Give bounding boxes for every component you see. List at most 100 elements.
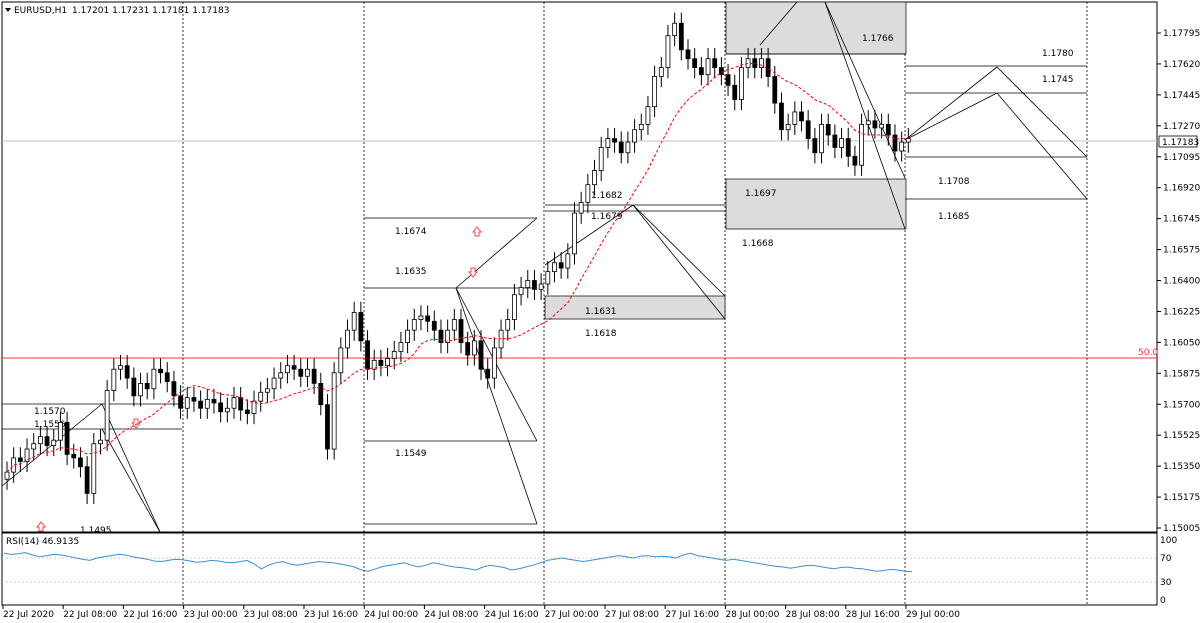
candle-body <box>538 283 544 290</box>
candle-body <box>51 439 57 446</box>
candle-body <box>184 397 190 409</box>
trend-line <box>632 204 726 297</box>
candle-body <box>879 123 885 129</box>
candle-body <box>438 329 444 343</box>
x-tick-label: 22 Jul 08:00 <box>63 610 117 620</box>
candle-body <box>91 443 97 494</box>
rsi-tick-label: 30 <box>1160 578 1172 588</box>
candle-body <box>451 319 457 331</box>
chart-header-ohlc: 1.17201 1.17231 1.17181 1.17183 <box>72 6 229 16</box>
candle-body <box>658 67 664 77</box>
price-axis: 1.17795 1.17620 1.17445 1.17270 1.17095 1.169… <box>1157 29 1200 534</box>
x-tick-label: 28 Jul 08:00 <box>786 610 840 620</box>
y-tick-label: 1.16920 <box>1163 184 1200 194</box>
candle-body <box>792 111 798 125</box>
candle-body <box>58 422 63 441</box>
candle-body <box>211 398 217 404</box>
x-tick-label: 24 Jul 00:00 <box>364 610 418 620</box>
collapse-triangle-icon[interactable] <box>5 8 11 12</box>
moving-average-line <box>6 63 909 473</box>
candle-body <box>532 280 537 290</box>
candle-body <box>218 402 224 413</box>
candle-body <box>825 123 831 136</box>
candle-body <box>198 400 204 409</box>
rsi-line <box>3 552 913 573</box>
candle-body <box>358 312 364 342</box>
candle-body <box>799 111 804 122</box>
trend-line <box>904 92 998 141</box>
arrow-down-icon <box>467 267 479 278</box>
candle-body <box>859 123 864 166</box>
zone-label: 1.1631 <box>585 307 617 317</box>
candle-body <box>732 84 738 100</box>
y-tick-label: 1.15350 <box>1163 462 1200 472</box>
candle-body <box>365 340 370 370</box>
candle-body <box>652 76 658 108</box>
candle-body <box>558 262 564 269</box>
rsi-tick-label: 100 <box>1160 536 1177 546</box>
candle-body <box>124 365 130 379</box>
y-tick-label: 1.17445 <box>1163 91 1200 101</box>
rsi-title: RSI(14) 46.9135 <box>6 537 79 547</box>
candle-body <box>625 141 631 154</box>
candle-body <box>832 134 838 148</box>
level-label: 1.1679 <box>591 212 623 222</box>
y-tick-label: 1.15700 <box>1163 400 1200 410</box>
current-price-value: 1.17183 <box>1162 138 1199 148</box>
candle-body <box>632 129 637 143</box>
price-zones: 1.1766 1.1697 1.1668 1.1631 1.1618 <box>544 1 907 339</box>
main-plot-frame <box>1 1 1158 533</box>
candle-body <box>224 407 230 413</box>
candle-body <box>144 383 150 390</box>
candle-body <box>852 155 858 166</box>
candle-body <box>311 368 317 384</box>
candle-body <box>692 58 698 68</box>
candle-body <box>899 141 905 152</box>
level-label: 1.1780 <box>1042 49 1074 59</box>
candle-body <box>578 202 584 214</box>
chart-header-symbol: EURUSD,H1 <box>14 6 67 16</box>
y-tick-label: 1.16745 <box>1163 215 1200 225</box>
candle-body <box>264 388 270 393</box>
candle-body <box>845 138 851 157</box>
candle-body <box>525 280 531 288</box>
candle-body <box>338 347 344 374</box>
candle-body <box>158 368 163 374</box>
x-tick-label: 24 Jul 16:00 <box>485 610 539 620</box>
candle-body <box>605 138 611 148</box>
candle-body <box>725 74 731 86</box>
candle-body <box>164 372 170 383</box>
y-tick-label: 1.15525 <box>1163 431 1200 441</box>
rsi-tick-label: 70 <box>1160 554 1172 564</box>
candle-body <box>772 76 778 104</box>
x-tick-label: 23 Jul 16:00 <box>304 610 358 620</box>
x-tick-label: 27 Jul 00:00 <box>545 610 599 620</box>
candle-body <box>712 58 718 68</box>
candle-body <box>318 383 324 406</box>
candle-body <box>271 377 277 390</box>
level-label: 1.1745 <box>1042 75 1074 85</box>
y-tick-label: 1.17620 <box>1163 60 1200 70</box>
candle-body <box>391 351 397 359</box>
candle-body <box>885 123 891 136</box>
candle-body <box>425 315 431 322</box>
candle-body <box>111 368 117 391</box>
candle-body <box>151 368 157 390</box>
trend-line <box>632 204 726 320</box>
level-label: 1.1674 <box>395 227 427 237</box>
trend-line <box>544 204 634 266</box>
rsi-plot-frame <box>1 532 1158 606</box>
candle-body <box>231 397 237 409</box>
rsi-tick-label: 0 <box>1160 596 1166 606</box>
y-tick-label: 1.16225 <box>1163 307 1200 317</box>
zone-label: 1.1668 <box>742 239 774 249</box>
supply-zone <box>725 1 907 55</box>
candle-body <box>485 368 491 379</box>
candle-body <box>431 320 437 331</box>
candle-body <box>398 342 404 352</box>
x-tick-label: 22 Jul 16:00 <box>123 610 177 620</box>
x-tick-label: 23 Jul 08:00 <box>244 610 298 620</box>
candle-body <box>491 347 497 379</box>
candle-body <box>31 443 37 450</box>
candle-body <box>305 368 310 377</box>
